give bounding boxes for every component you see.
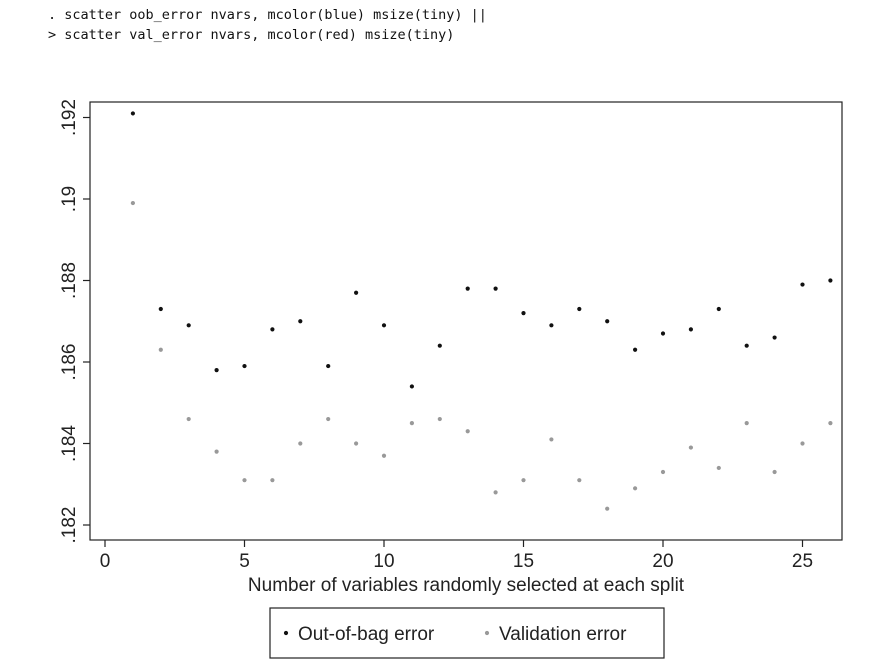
oob-error-point <box>744 343 749 348</box>
y-tick-label: .19 <box>59 186 80 212</box>
validation-error-point <box>437 416 442 422</box>
oob-error-point <box>354 290 359 295</box>
legend: Out-of-bag error Validation error <box>269 607 665 659</box>
validation-error-point <box>242 478 247 483</box>
oob-error-point <box>270 327 275 332</box>
validation-error-point <box>800 441 805 446</box>
validation-error-point <box>298 441 303 446</box>
legend-box <box>269 607 665 659</box>
x-tick-label: 5 <box>239 551 250 572</box>
validation-error-point <box>828 421 833 426</box>
validation-error-point <box>381 453 387 458</box>
y-tick-label: .188 <box>59 262 80 299</box>
oob-error-point <box>381 323 387 328</box>
oob-error-point <box>660 331 666 336</box>
legend-label-validation-error: Validation error <box>499 624 627 645</box>
x-tick-label: 10 <box>373 551 394 572</box>
validation-error-point <box>688 445 694 450</box>
data-points <box>130 111 833 511</box>
validation-error-point <box>465 429 470 434</box>
x-tick-label: 15 <box>513 551 534 572</box>
x-axis: 0 5 10 15 20 25 <box>100 540 813 572</box>
y-tick-label: .192 <box>59 99 80 136</box>
validation-error-point <box>577 478 582 483</box>
validation-error-point <box>158 347 163 352</box>
validation-error-point <box>270 478 275 483</box>
oob-error-point <box>800 282 805 287</box>
x-tick-label: 25 <box>792 551 813 572</box>
x-tick-label: 20 <box>652 551 673 572</box>
oob-error-point <box>772 335 777 340</box>
oob-error-point <box>493 286 498 291</box>
oob-error-point <box>465 286 470 291</box>
y-tick-label: .184 <box>59 425 80 462</box>
plot-frame <box>89 101 843 541</box>
oob-error-point <box>409 384 414 389</box>
legend-marker-oob-error <box>283 630 289 636</box>
oob-error-point <box>828 278 833 283</box>
oob-error-point <box>521 311 526 316</box>
oob-error-point <box>605 319 610 324</box>
x-axis-title: Number of variables randomly selected at… <box>248 575 685 596</box>
validation-error-point <box>521 478 526 483</box>
validation-error-point <box>186 416 191 422</box>
validation-error-point <box>549 437 554 442</box>
oob-error-point <box>688 327 694 332</box>
oob-error-point <box>716 306 721 312</box>
validation-error-point <box>716 465 721 471</box>
validation-error-point <box>130 200 135 206</box>
y-axis: .182 .184 .186 .188 .19 .192 <box>59 99 90 543</box>
oob-error-point <box>326 363 331 369</box>
validation-error-point <box>660 469 666 475</box>
y-tick-label: .182 <box>59 507 80 544</box>
validation-error-point <box>326 416 331 422</box>
validation-error-point <box>633 486 638 491</box>
oob-error-point <box>130 111 135 116</box>
validation-error-point <box>772 469 777 475</box>
oob-error-point <box>633 347 638 352</box>
legend-label-oob-error: Out-of-bag error <box>298 624 435 645</box>
oob-error-point <box>242 363 247 369</box>
console-command-line-1: . scatter oob_error nvars, mcolor(blue) … <box>48 7 487 23</box>
oob-error-point <box>298 319 303 324</box>
validation-error-point <box>493 490 498 495</box>
validation-error-point <box>354 441 359 446</box>
oob-error-point <box>214 368 219 373</box>
oob-error-point <box>549 323 554 328</box>
x-tick-label: 0 <box>100 551 111 572</box>
validation-error-point <box>214 449 219 454</box>
validation-error-point <box>605 506 610 511</box>
oob-error-point <box>437 343 442 348</box>
oob-error-point <box>186 323 191 328</box>
oob-error-point <box>577 306 582 312</box>
y-tick-label: .186 <box>59 344 80 381</box>
console-command-line-2: > scatter val_error nvars, mcolor(red) m… <box>48 27 455 43</box>
validation-error-point <box>409 421 414 426</box>
oob-error-point <box>158 306 163 312</box>
legend-marker-validation-error <box>484 630 490 636</box>
validation-error-point <box>744 421 749 426</box>
